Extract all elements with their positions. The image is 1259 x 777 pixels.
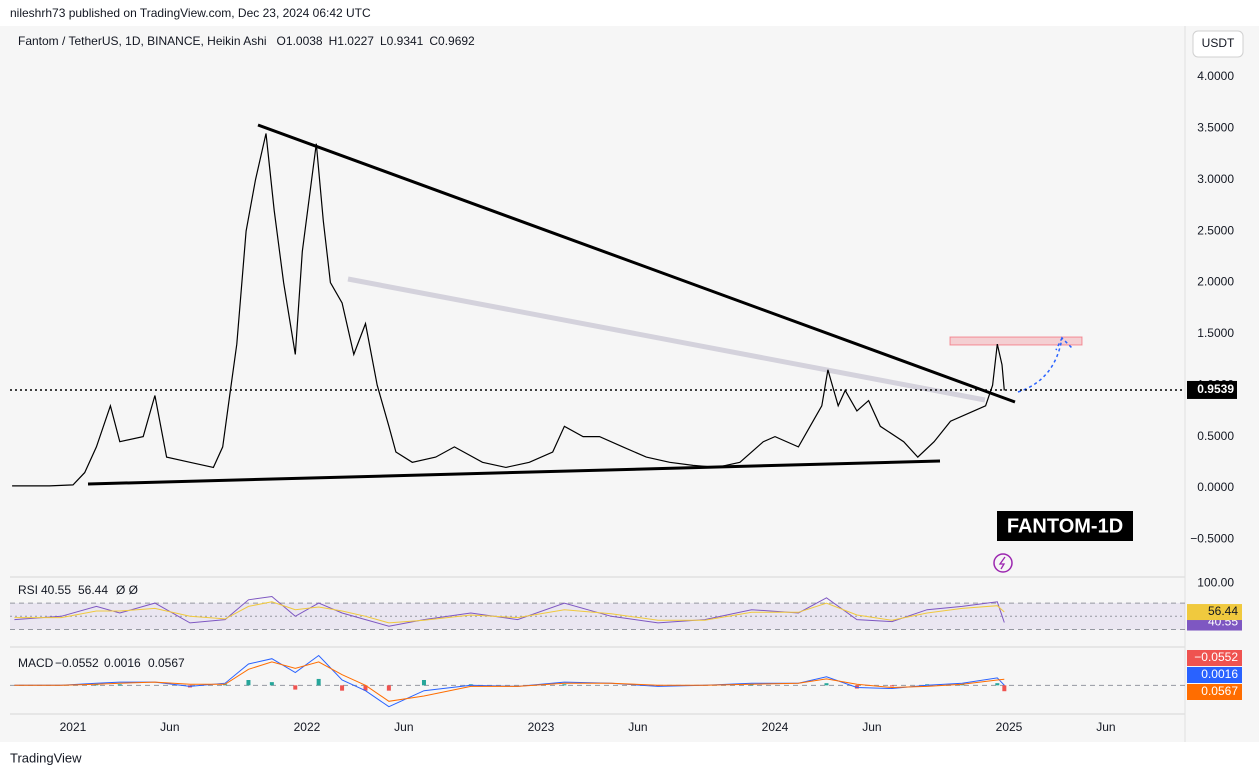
ohlc-key: C [429,34,438,48]
axis-value-label: 0.0016 [1201,667,1238,681]
axis-value-box [1187,650,1242,666]
axis-value-box [1187,604,1242,621]
histogram-bar [1002,685,1007,692]
x-tick-label: 2022 [294,720,321,734]
histogram-bar [890,685,895,687]
histogram-bar [386,685,391,691]
histogram-bar [316,678,321,686]
legend-value: 40.55 [41,583,71,597]
histogram-bar [995,683,1000,686]
y-tick-label: 100.00 [1197,575,1234,589]
currency-button[interactable] [1192,30,1244,58]
ohlc-value: 0.9341 [387,34,424,48]
histogram-bar [117,684,122,686]
currency-label[interactable]: USDT [1202,36,1235,50]
y-tick-label: 2.0000 [1197,275,1234,289]
trendline-gray [347,276,986,403]
target-zone [949,336,1083,346]
series-line [14,595,1005,627]
histogram-bar [340,685,345,691]
histogram-bar [293,685,298,690]
histogram-bar [655,685,660,687]
projection-arrow [1017,336,1073,393]
histogram-bar [246,680,251,686]
axis-value-label: −0.0552 [1194,650,1238,664]
series-line [14,601,1005,624]
ohlc-key: L [380,34,387,48]
price-label: 0.9539 [1197,382,1234,396]
lightning-icon[interactable] [993,553,1013,573]
histogram-bar [363,685,368,691]
legend-value: 0.0567 [148,656,185,670]
y-tick-label: 0.0000 [1197,480,1234,494]
x-tick-label: 2024 [762,720,789,734]
y-tick-label: 2.5000 [1197,223,1234,237]
legend-value: 0.0016 [104,656,141,670]
chart-background [0,26,1259,742]
x-tick-label: Jun [862,720,881,734]
indicator-flags: Ø Ø [116,583,138,597]
y-tick-label: 4.0000 [1197,69,1234,83]
y-tick-label: 1.5000 [1197,326,1234,340]
trendline-upper [257,123,1016,404]
annotation-label: FANTOM-1D [1007,515,1123,537]
series-line [12,133,1005,487]
histogram-bar [824,683,829,686]
histogram-bar [421,680,426,686]
price-box [1187,380,1237,399]
series-line [14,661,1005,702]
ohlc-key: O [277,34,286,48]
histogram-bar [562,684,567,686]
axis-value-box [1187,684,1242,700]
axis-value-label: 0.0567 [1201,684,1238,698]
indicator-title: RSI [18,583,38,597]
symbol: Fantom / TetherUS, 1D, BINANCE, Heikin A… [18,34,267,48]
x-tick-label: 2023 [528,720,555,734]
x-tick-label: 2025 [996,720,1023,734]
lightning-glyph [998,556,1006,570]
axis-value-label: 56.44 [1208,604,1238,618]
legend: Fantom / TetherUS, 1D, BINANCE, Heikin A… [18,34,475,48]
ohlc-value: 1.0038 [286,34,323,48]
legend-value: 56.44 [78,583,108,597]
series-line [14,654,1005,708]
x-tick-label: 2021 [60,720,87,734]
x-tick-label: Jun [1096,720,1115,734]
y-tick-label: 3.0000 [1197,172,1234,186]
x-tick-label: Jun [628,720,647,734]
ohlc-key: H [329,34,338,48]
axis-value-box [1187,667,1242,683]
annotation-box [997,511,1133,541]
attribution: nileshrh73 published on TradingView.com,… [10,6,371,20]
ohlc-value: 1.0227 [337,34,374,48]
histogram-bar [854,685,859,689]
legend-value: −0.0552 [55,656,99,670]
histogram-bar [269,682,274,686]
x-tick-label: Jun [160,720,179,734]
y-tick-label: 3.5000 [1197,121,1234,135]
ohlc-value: 0.9692 [438,34,475,48]
x-tick-label: Jun [394,720,413,734]
y-tick-label: 0.5000 [1197,429,1234,443]
trendline-lower [87,459,941,486]
footer-brand: TradingView [10,750,82,765]
indicator-title: MACD [18,656,54,670]
histogram-bar [960,684,965,686]
y-tick-label: −0.5000 [1190,532,1234,546]
